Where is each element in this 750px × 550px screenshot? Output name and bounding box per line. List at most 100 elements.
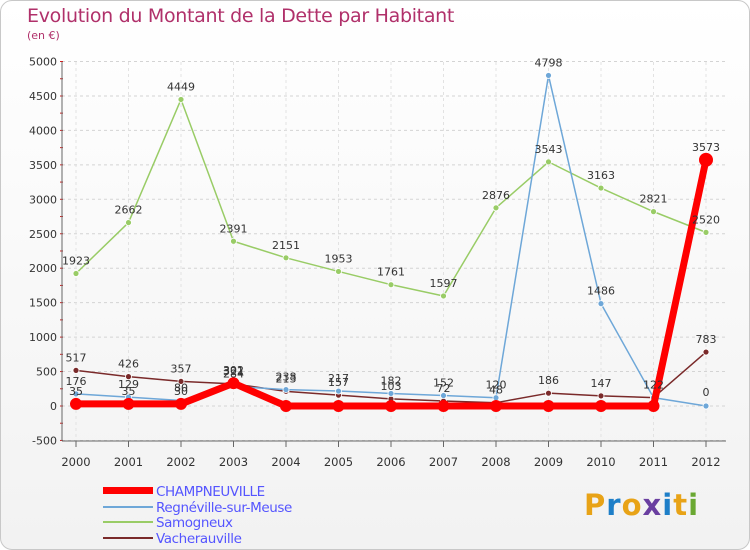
y-tick-label: 500 xyxy=(36,366,57,379)
data-point xyxy=(122,397,135,410)
data-label: 1486 xyxy=(587,285,615,298)
data-label: 3573 xyxy=(692,141,720,154)
data-point xyxy=(227,377,240,390)
data-label: 129 xyxy=(118,378,139,391)
legend-swatch xyxy=(103,521,153,523)
data-point xyxy=(177,96,185,103)
data-label: 48 xyxy=(489,384,503,397)
data-point xyxy=(280,400,292,412)
data-label: 357 xyxy=(171,362,192,375)
data-point xyxy=(490,400,502,412)
x-tick-label: 2001 xyxy=(114,455,143,469)
data-label: 122 xyxy=(643,379,664,392)
data-point xyxy=(387,390,395,397)
x-tick-label: 2011 xyxy=(639,455,668,469)
data-point xyxy=(545,72,552,79)
logo-letter: r xyxy=(606,488,622,522)
legend-label: CHAMPNEUVILLE xyxy=(156,484,265,500)
data-label: 238 xyxy=(276,371,297,384)
data-label: 152 xyxy=(433,377,454,390)
y-tick-label: 5000 xyxy=(29,56,57,69)
data-label: 72 xyxy=(437,382,451,395)
data-point xyxy=(597,392,605,400)
data-label: 2520 xyxy=(692,213,720,226)
logo-letter: x xyxy=(642,488,663,522)
legend-swatch xyxy=(103,505,153,508)
x-tick-label: 2007 xyxy=(429,455,458,469)
data-point xyxy=(282,386,290,394)
data-label: 2821 xyxy=(640,193,668,206)
legend-label: Vacherauville xyxy=(156,530,242,547)
chart-subtitle: (en €) xyxy=(27,29,60,42)
data-point xyxy=(177,378,185,385)
data-point xyxy=(125,373,132,381)
data-label: 30 xyxy=(174,385,188,398)
data-label: 103 xyxy=(381,380,402,393)
data-label: 3543 xyxy=(535,143,563,156)
data-point xyxy=(545,158,552,166)
data-point xyxy=(545,389,552,397)
data-label: 186 xyxy=(538,374,559,387)
data-point xyxy=(125,219,132,226)
data-point xyxy=(699,152,713,167)
data-label: 321 xyxy=(223,365,244,378)
data-point xyxy=(440,392,447,399)
x-tick-label: 2003 xyxy=(219,455,248,469)
data-point xyxy=(72,390,80,398)
legend-swatch xyxy=(103,536,153,539)
data-label: 35 xyxy=(69,385,83,398)
data-label: 1953 xyxy=(325,252,353,265)
data-label: 182 xyxy=(381,374,402,387)
data-label: 4798 xyxy=(535,56,563,69)
data-label: 517 xyxy=(66,351,87,364)
legend-swatch xyxy=(103,487,153,494)
y-tick-label: -500 xyxy=(32,434,57,447)
data-point xyxy=(702,228,710,236)
y-tick-label: 1000 xyxy=(29,331,57,344)
data-label: 1923 xyxy=(62,255,90,268)
data-point xyxy=(230,237,237,245)
y-tick-label: 2000 xyxy=(29,262,57,275)
logo-letter: P xyxy=(584,488,607,522)
x-tick-label: 2005 xyxy=(324,455,353,469)
data-point xyxy=(70,397,82,410)
data-point xyxy=(595,400,607,412)
x-tick-label: 2009 xyxy=(534,455,563,469)
data-point xyxy=(440,292,447,300)
data-label: 2391 xyxy=(220,222,248,235)
x-tick-label: 2006 xyxy=(376,455,405,469)
data-label: 213 xyxy=(276,372,297,385)
x-tick-label: 2008 xyxy=(481,455,510,469)
data-point xyxy=(437,400,450,412)
x-tick-label: 2010 xyxy=(586,455,615,469)
y-tick-label: 4500 xyxy=(29,90,57,103)
data-label: 1597 xyxy=(430,277,458,290)
data-label: 176 xyxy=(66,375,87,388)
data-point xyxy=(597,300,605,308)
logo-letter: o xyxy=(621,488,643,522)
y-tick-label: 1500 xyxy=(29,297,57,310)
data-point xyxy=(387,281,395,289)
data-label: 426 xyxy=(118,358,139,371)
legend-label: Regnéville-sur-Meuse xyxy=(156,499,292,516)
data-label: 2876 xyxy=(482,189,510,202)
data-point xyxy=(332,400,345,412)
data-point xyxy=(597,184,605,192)
data-label: 2662 xyxy=(115,204,143,217)
y-tick-label: 3500 xyxy=(29,159,57,172)
y-tick-label: 2500 xyxy=(29,228,57,241)
data-label: 147 xyxy=(591,377,612,390)
data-label: 120 xyxy=(486,379,507,392)
logo-letter: i xyxy=(662,488,674,522)
data-label: 302 xyxy=(223,364,244,377)
data-label: 783 xyxy=(696,333,717,346)
data-point xyxy=(492,204,500,212)
data-point xyxy=(542,400,555,412)
data-point xyxy=(335,268,342,275)
data-point xyxy=(335,387,342,395)
data-label: 3163 xyxy=(587,169,615,182)
y-tick-label: 4000 xyxy=(29,124,57,137)
data-label: 2151 xyxy=(272,239,300,252)
chart-title: Evolution du Montant de la Dette par Hab… xyxy=(27,5,455,27)
